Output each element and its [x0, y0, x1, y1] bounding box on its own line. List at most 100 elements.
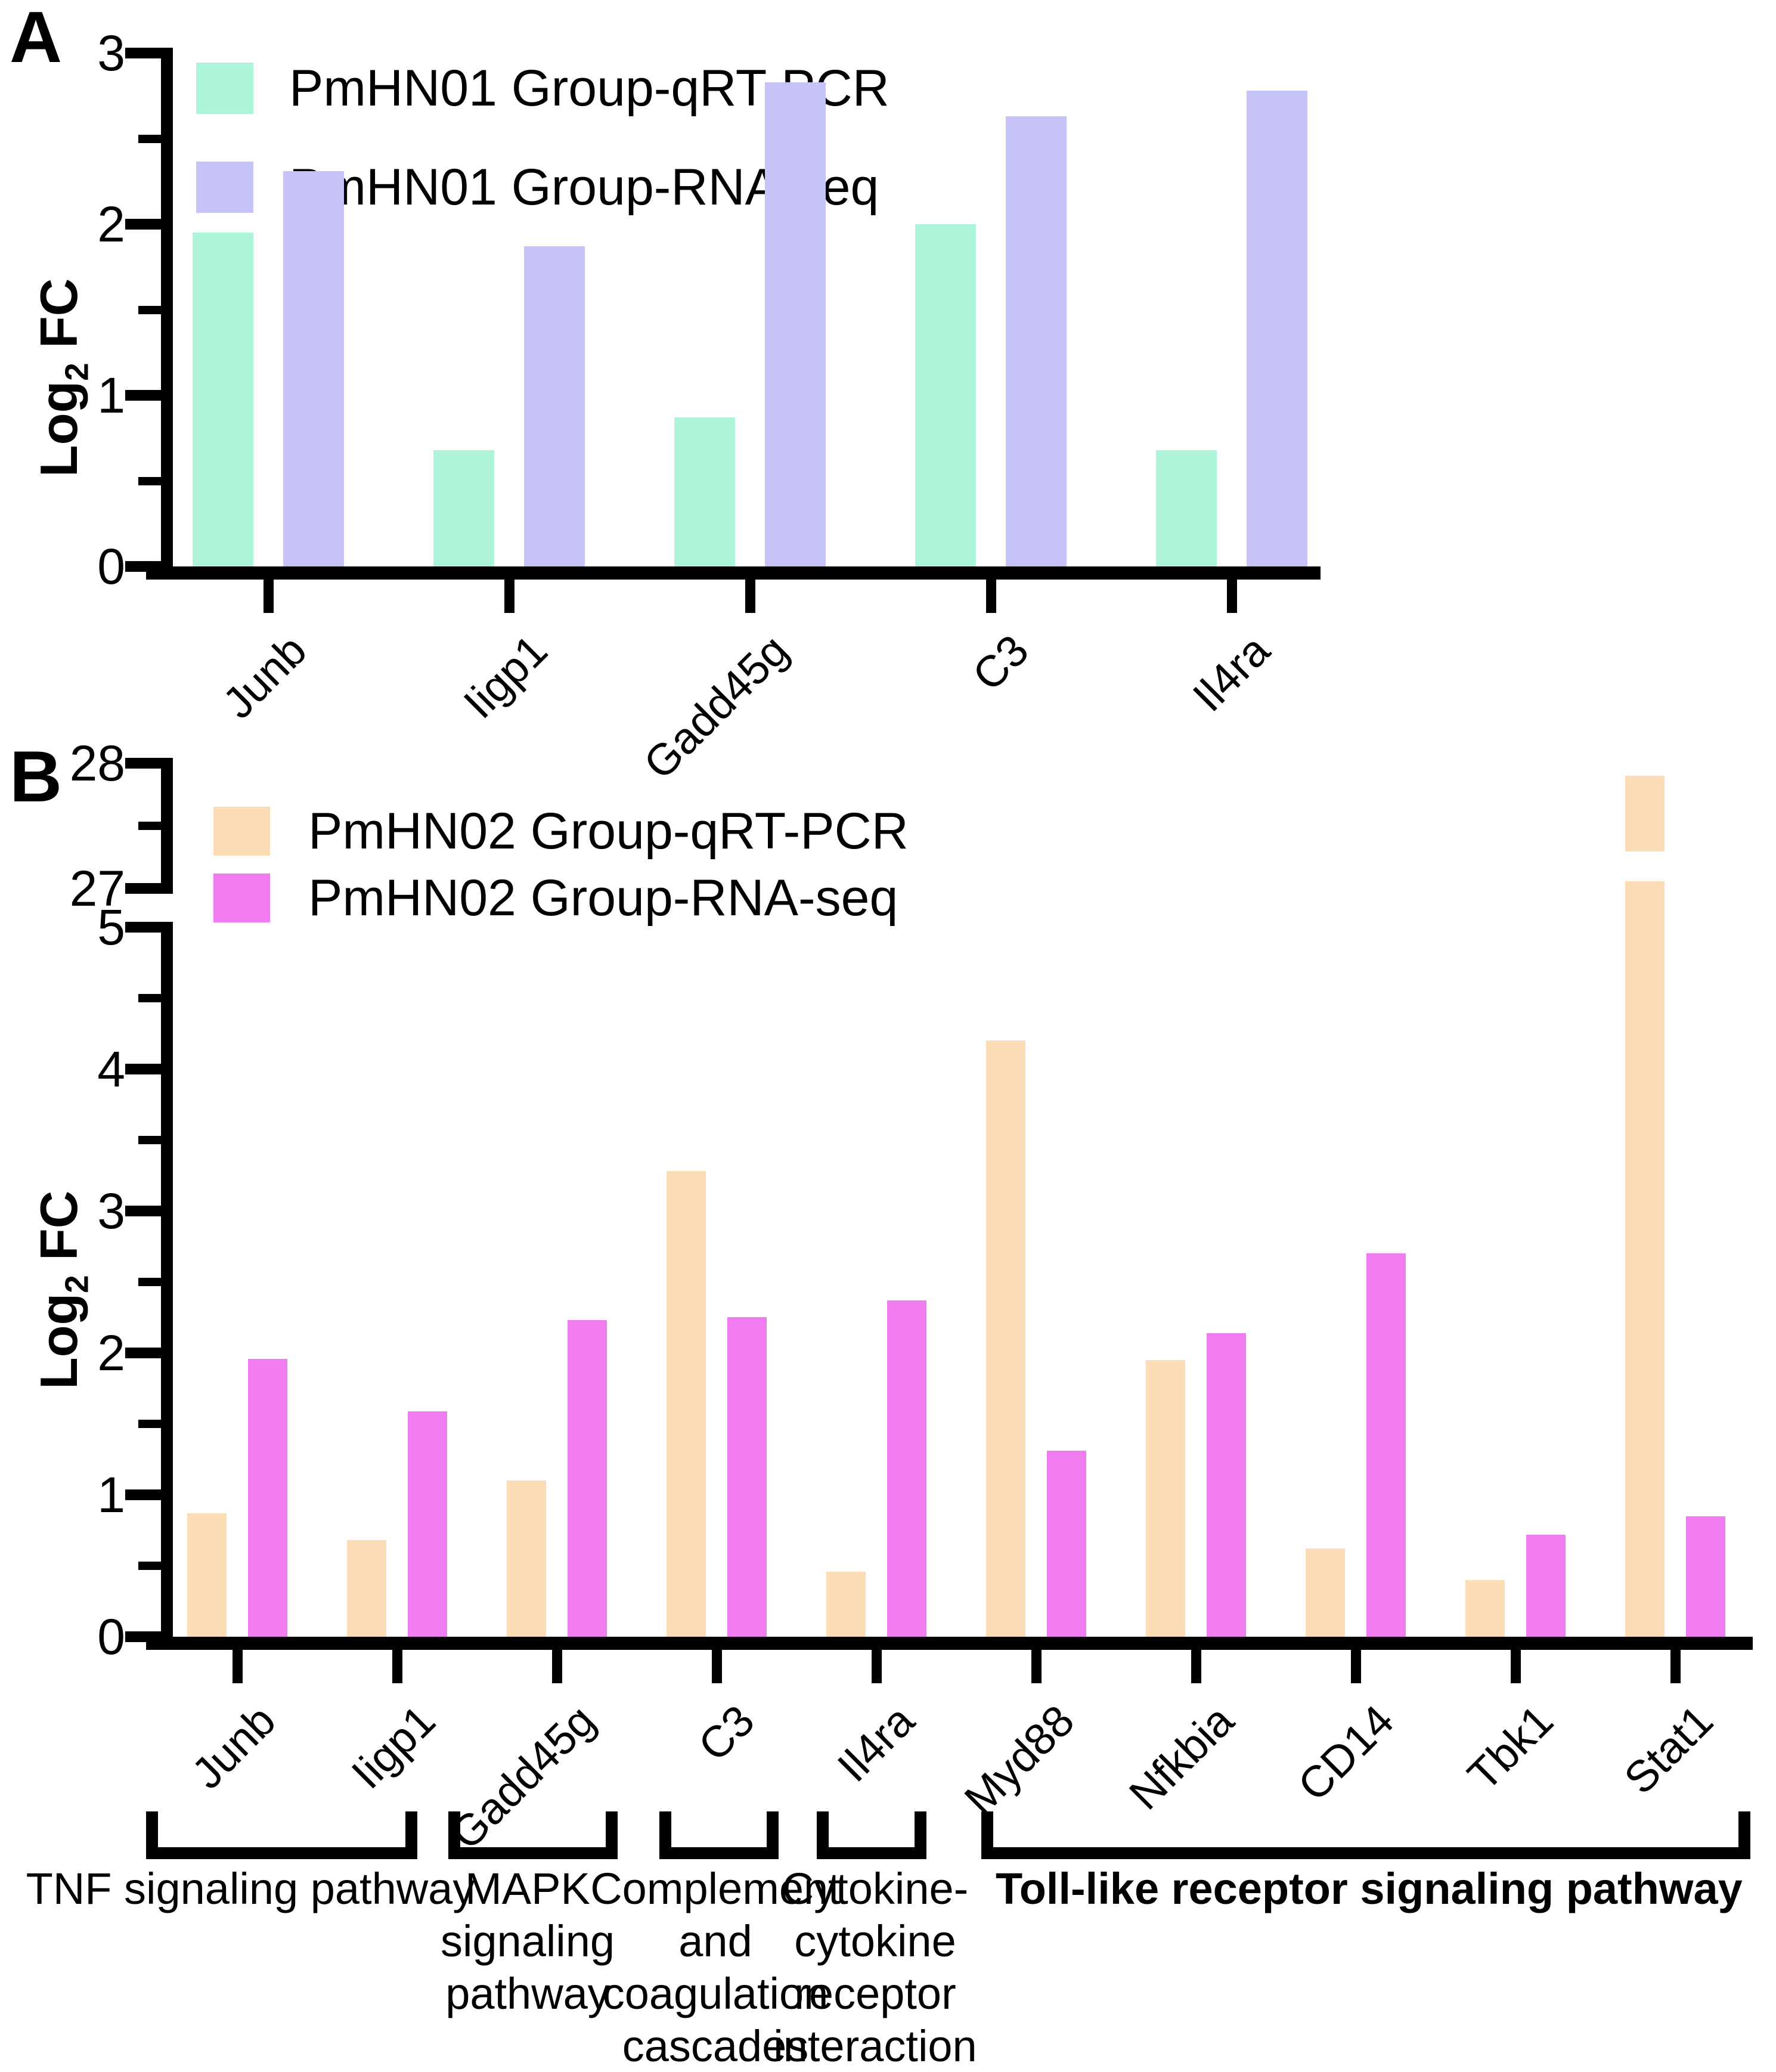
y-tick-label: 5	[97, 899, 125, 955]
gene-label: Tbk1	[1458, 1695, 1563, 1800]
y-tick-label: 2	[97, 196, 125, 252]
y-minor-tick	[138, 1562, 161, 1570]
bar-Il4ra-rnaseq	[887, 1300, 926, 1637]
bar-C3-qrtpcr	[915, 224, 976, 566]
legend-label-pmhn02-qrtpcr: PmHN02 Group-qRT-PCR	[308, 803, 909, 860]
pathway-bracket-bar	[981, 1847, 1750, 1859]
pathway-bracket-hook	[1738, 1811, 1750, 1859]
y-major-tick	[125, 219, 161, 230]
gene-label: Iigp1	[454, 625, 557, 728]
x-tick	[264, 580, 274, 613]
bar-Myd88-rnaseq	[1047, 1451, 1086, 1637]
gene-label: Gadd45g	[441, 1695, 605, 1859]
pathway-bracket-hook	[915, 1811, 926, 1859]
gene-label: Gadd45g	[634, 625, 798, 789]
gene-label: Stat1	[1614, 1695, 1723, 1804]
bar-CD14-rnaseq	[1366, 1253, 1406, 1637]
y-major-tick	[125, 922, 161, 933]
pathway-bracket-hook	[146, 1811, 158, 1859]
pathway-bracket-bar	[659, 1847, 779, 1859]
pathway-bracket-hook	[606, 1811, 618, 1859]
legend-panel-b: PmHN02 Group-qRT-PCR PmHN02 Group-RNA-se…	[213, 803, 909, 927]
y-major-tick	[125, 1631, 161, 1642]
bar-Junb-rnaseq	[283, 171, 344, 566]
legend-row: PmHN02 Group-RNA-seq	[213, 869, 909, 927]
bar-Junb-qrtpcr	[193, 233, 253, 566]
bar-Gadd45g-qrtpcr	[674, 417, 735, 566]
y-minor-tick	[138, 1136, 161, 1144]
legend-swatch-pmhn01-rnaseq	[196, 162, 253, 213]
bar-Tbk1-qrtpcr	[1465, 1580, 1505, 1637]
legend-row: PmHN02 Group-qRT-PCR	[213, 803, 909, 860]
x-tick	[552, 1650, 562, 1683]
x-tick	[986, 580, 996, 613]
y-minor-tick	[138, 1420, 161, 1428]
legend-swatch-pmhn02-qrtpcr	[213, 807, 270, 856]
pathway-label-line: interaction	[773, 2021, 977, 2071]
y-minor-tick	[138, 305, 161, 314]
pathway-bracket-hook	[405, 1811, 417, 1859]
pathway-bracket-bar	[817, 1847, 926, 1859]
bar-Il4ra-rnaseq	[1247, 91, 1307, 566]
x-tick	[1670, 1650, 1681, 1683]
bar-Nfkbia-qrtpcr	[1146, 1360, 1185, 1637]
y-axis-upper-segment	[161, 758, 173, 894]
pathway-bracket-hook	[817, 1811, 829, 1859]
x-tick	[1351, 1650, 1361, 1683]
pathway-label-line: Cytokine-	[782, 1864, 969, 1913]
pathway-label-line: receptor	[794, 1969, 956, 2018]
y-minor-tick	[138, 134, 161, 143]
bar-Junb-qrtpcr	[187, 1513, 227, 1637]
gene-label: C3	[689, 1695, 764, 1771]
y-minor-tick	[138, 476, 161, 485]
x-tick	[1031, 1650, 1042, 1683]
bar-C3-qrtpcr	[667, 1171, 706, 1637]
bar-Stat1-qrtpcr-upper-piece	[1625, 776, 1665, 851]
pathway-label-line: and	[678, 1916, 752, 1966]
x-tick	[392, 1650, 402, 1683]
y-tick-label: 27	[69, 860, 125, 916]
bar-Iigp1-qrtpcr	[433, 450, 494, 566]
gene-label: Il4ra	[827, 1695, 924, 1792]
y-tick-label: 3	[97, 1183, 125, 1239]
y-major-tick	[125, 1206, 161, 1216]
bar-Junb-rnaseq	[248, 1359, 287, 1637]
y-tick-label: 2	[97, 1325, 125, 1381]
pathway-label-line: signaling	[440, 1916, 615, 1966]
y-major-tick	[125, 48, 161, 58]
x-axis	[146, 1637, 1753, 1650]
x-tick	[1191, 1650, 1201, 1683]
pathway-label-line: TNF signaling pathway	[26, 1864, 475, 1913]
bar-Tbk1-rnaseq	[1526, 1535, 1566, 1637]
y-minor-tick	[138, 994, 161, 1002]
gene-label: Myd88	[954, 1695, 1084, 1825]
bar-Iigp1-qrtpcr	[347, 1540, 386, 1637]
pathway-bracket-hook	[981, 1811, 993, 1859]
x-tick	[233, 1650, 243, 1683]
y-major-tick	[125, 390, 161, 401]
y-minor-tick	[138, 1278, 161, 1286]
pathway-bracket-bar	[448, 1847, 618, 1859]
y-tick-label: 1	[97, 367, 125, 423]
legend-swatch-pmhn02-rnaseq	[213, 874, 270, 922]
legend-swatch-pmhn01-qrtpcr	[196, 63, 253, 114]
pathway-bracket-hook	[767, 1811, 779, 1859]
x-tick	[504, 580, 514, 613]
pathway-label-line: cytokine	[794, 1916, 956, 1966]
pathway-bracket-bar	[146, 1847, 417, 1859]
bar-Iigp1-rnaseq	[524, 246, 585, 566]
bar-C3-rnaseq	[1006, 116, 1067, 566]
pathway-label-line: Toll-like receptor signaling pathway	[996, 1864, 1743, 1913]
legend-label-pmhn02-rnaseq: PmHN02 Group-RNA-seq	[308, 869, 898, 927]
pathway-label-line: MAPK	[465, 1864, 590, 1913]
gene-label: C3	[963, 625, 1039, 701]
pathway-label-line: Complement	[590, 1864, 841, 1913]
y-major-tick	[125, 561, 161, 572]
x-tick	[745, 580, 755, 613]
bar-Stat1-rnaseq	[1686, 1516, 1725, 1637]
bar-Gadd45g-qrtpcr	[507, 1481, 546, 1637]
bar-C3-rnaseq	[727, 1317, 767, 1637]
x-axis	[146, 566, 1321, 580]
y-major-tick	[125, 1489, 161, 1500]
